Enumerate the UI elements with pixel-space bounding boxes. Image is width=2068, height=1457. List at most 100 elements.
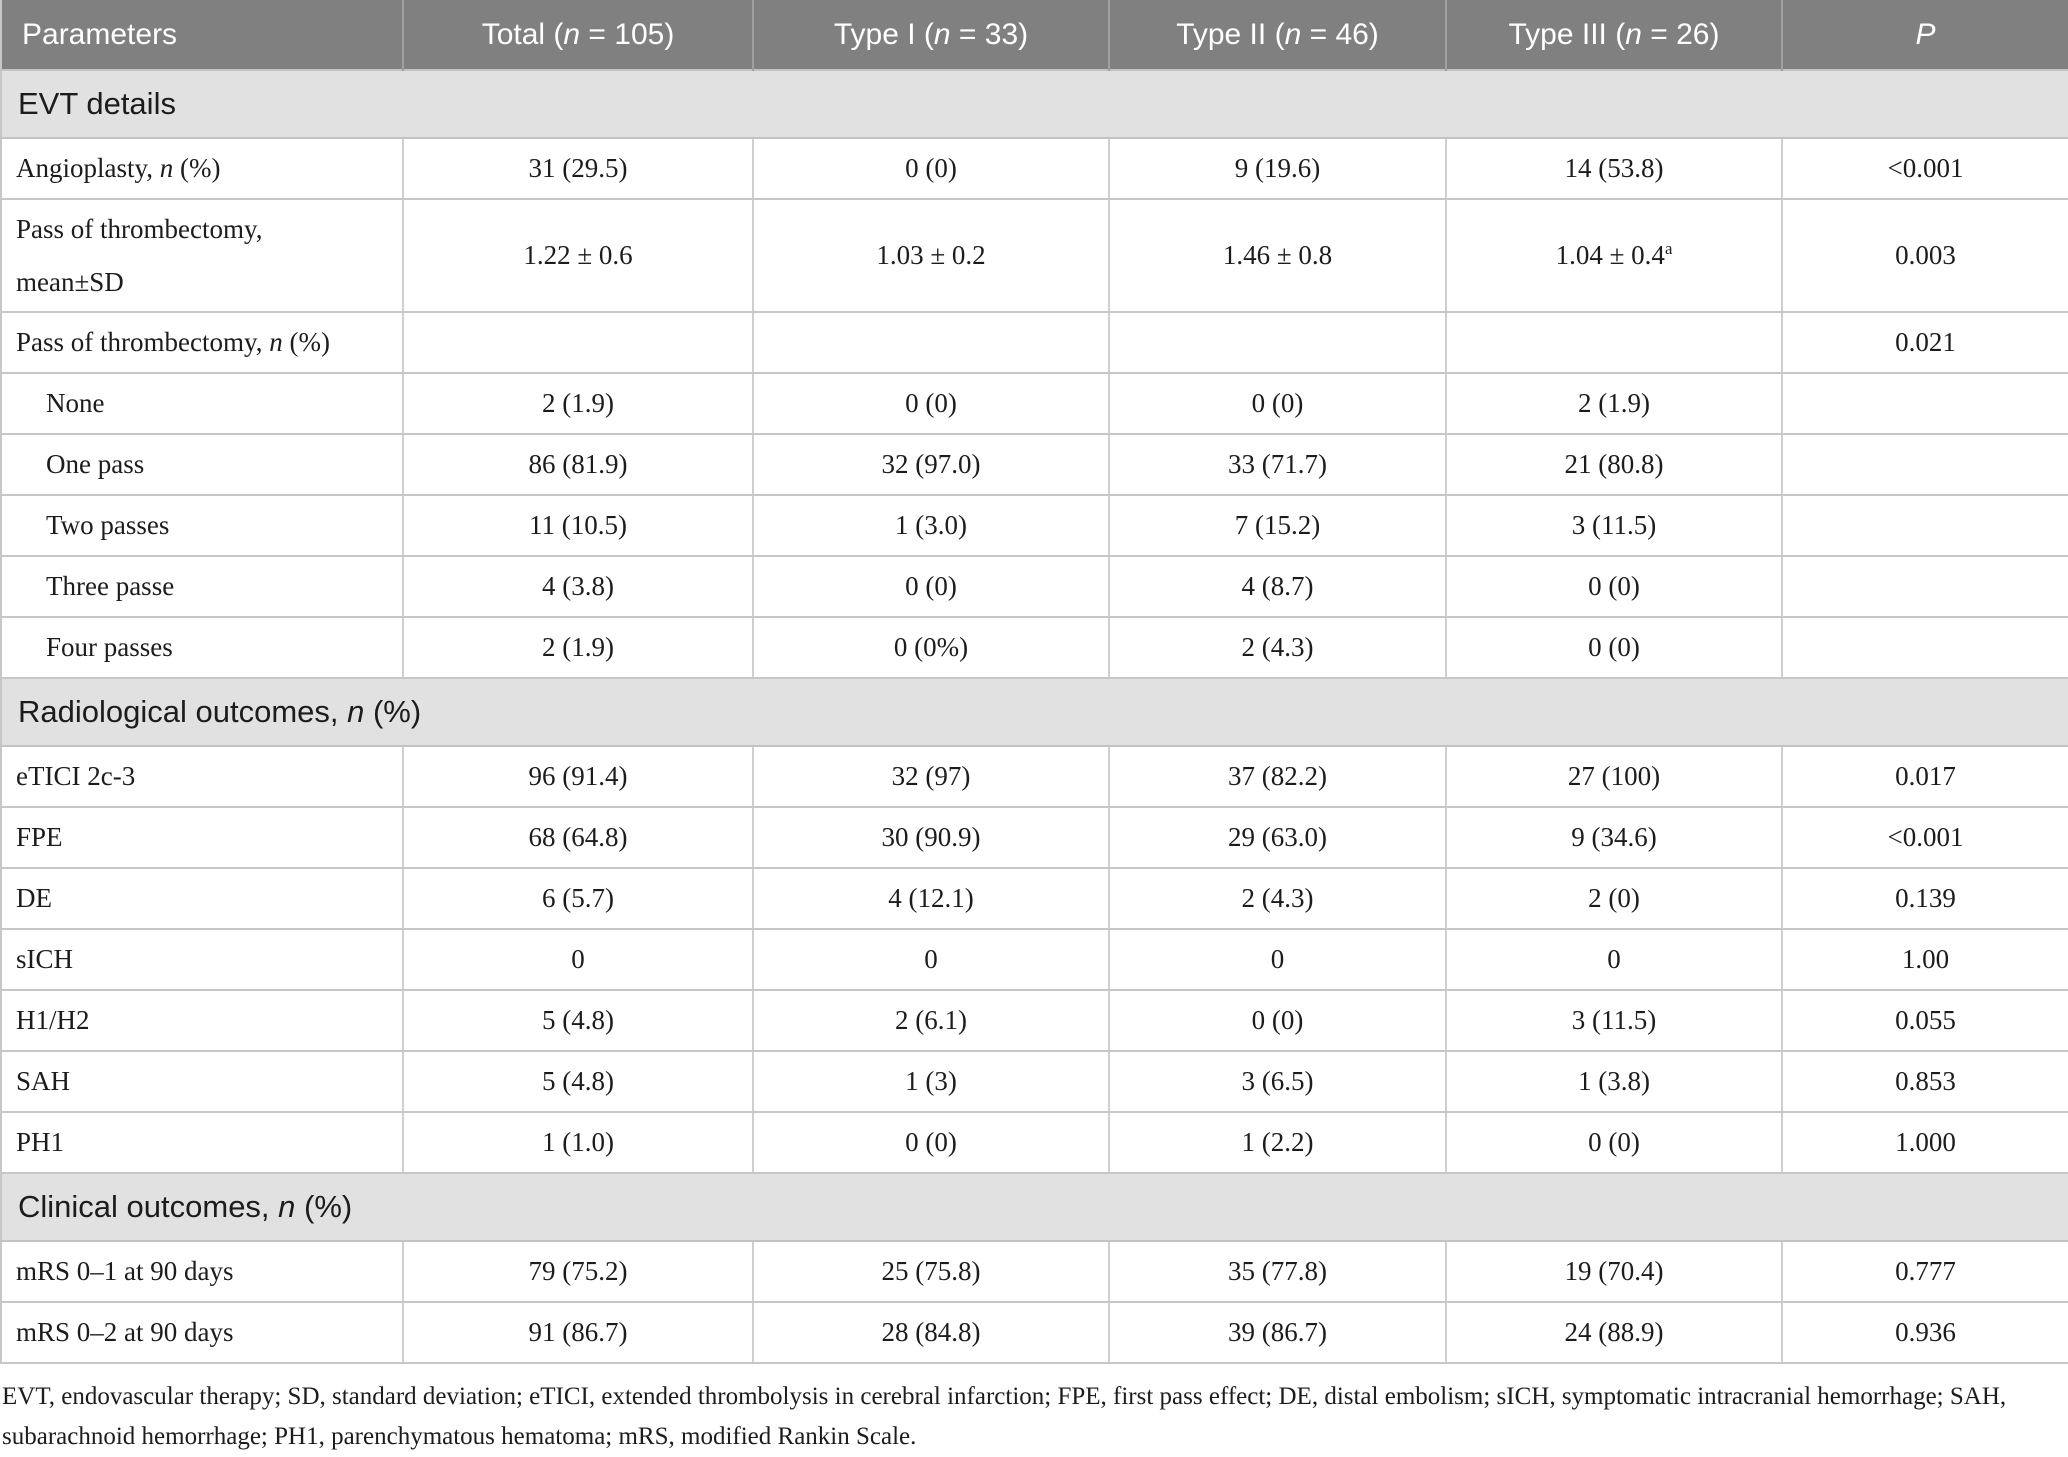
cell-type1: 28 (84.8) <box>753 1302 1110 1364</box>
table-row: Two passes 11 (10.5) 1 (3.0) 7 (15.2) 3 … <box>1 495 2068 557</box>
cell-type2: 37 (82.2) <box>1109 746 1447 808</box>
cell-type1: 1 (3) <box>753 1051 1110 1113</box>
row-label: eTICI 2c-3 <box>1 746 404 808</box>
cell-total: 2 (1.9) <box>403 373 754 435</box>
table-row: Angioplasty, n (%) 31 (29.5) 0 (0) 9 (19… <box>1 138 2068 200</box>
col-header-text: Parameters <box>22 17 178 51</box>
cell-type3: 14 (53.8) <box>1446 138 1783 200</box>
cell-total: 5 (4.8) <box>403 1051 754 1113</box>
cell-p <box>1782 373 2068 435</box>
cell-type3: 2 (0) <box>1446 868 1783 930</box>
cell-total: 79 (75.2) <box>403 1241 754 1303</box>
table-row: sICH 0 0 0 0 1.00 <box>1 929 2068 991</box>
cell-type3: 0 (0) <box>1446 556 1783 618</box>
cell-p: 0.936 <box>1782 1302 2068 1364</box>
cell-p <box>1782 617 2068 679</box>
cell-p: 0.853 <box>1782 1051 2068 1113</box>
cell-type2: 0 (0) <box>1109 373 1447 435</box>
cell-type1: 2 (6.1) <box>753 990 1110 1052</box>
cell-type2: 3 (6.5) <box>1109 1051 1447 1113</box>
section-row: Radiological outcomes, n (%) <box>1 677 2068 747</box>
footnote: EVT, endovascular therapy; SD, standard … <box>2 1383 2007 1450</box>
row-label: mRS 0–1 at 90 days <box>1 1241 404 1303</box>
cell-p <box>1782 556 2068 618</box>
col-header-type2: Type II (n = 46) <box>1109 0 1447 70</box>
row-label: sICH <box>1 929 404 991</box>
cell-p: 0.139 <box>1782 868 2068 930</box>
cell-total: 91 (86.7) <box>403 1302 754 1364</box>
cell-type3 <box>1446 312 1783 374</box>
section-row: EVT details <box>1 69 2068 139</box>
cell-p <box>1782 434 2068 496</box>
cell-type2: 2 (4.3) <box>1109 868 1447 930</box>
cell-type1: 4 (12.1) <box>753 868 1110 930</box>
col-header-type1: Type I (n = 33) <box>753 0 1110 70</box>
cell-type2: 2 (4.3) <box>1109 617 1447 679</box>
cell-type1: 0 (0) <box>753 556 1110 618</box>
cell-type1 <box>753 312 1110 374</box>
cell-total <box>403 312 754 374</box>
cell-type2: 4 (8.7) <box>1109 556 1447 618</box>
cell-type1: 0 (0) <box>753 373 1110 435</box>
row-label: Two passes <box>1 495 404 557</box>
cell-type2: 39 (86.7) <box>1109 1302 1447 1364</box>
cell-type2: 29 (63.0) <box>1109 807 1447 869</box>
cell-p: 1.00 <box>1782 929 2068 991</box>
cell-total: 2 (1.9) <box>403 617 754 679</box>
cell-type3: 27 (100) <box>1446 746 1783 808</box>
cell-total: 0 <box>403 929 754 991</box>
cell-type2: 7 (15.2) <box>1109 495 1447 557</box>
col-header-text: Type II ( <box>1176 17 1285 51</box>
section-title: Clinical outcomes, n (%) <box>1 1172 2068 1242</box>
row-label: One pass <box>1 434 404 496</box>
row-label: FPE <box>1 807 404 869</box>
section-title: Radiological outcomes, n (%) <box>1 677 2068 747</box>
section-row: Clinical outcomes, n (%) <box>1 1172 2068 1242</box>
cell-type1: 32 (97.0) <box>753 434 1110 496</box>
table-row: Pass of thrombectomy, n (%) 0.021 <box>1 312 2068 374</box>
cell-total: 11 (10.5) <box>403 495 754 557</box>
table-row: DE 6 (5.7) 4 (12.1) 2 (4.3) 2 (0) 0.139 <box>1 868 2068 930</box>
table-row: Pass of thrombectomy, mean±SD 1.22 ± 0.6 … <box>1 199 2068 313</box>
cell-type3: 19 (70.4) <box>1446 1241 1783 1303</box>
table-row: H1/H2 5 (4.8) 2 (6.1) 0 (0) 3 (11.5) 0.0… <box>1 990 2068 1052</box>
cell-type3: 0 (0) <box>1446 617 1783 679</box>
cell-total: 31 (29.5) <box>403 138 754 200</box>
row-label: Three passe <box>1 556 404 618</box>
cell-p <box>1782 495 2068 557</box>
table-row: FPE 68 (64.8) 30 (90.9) 29 (63.0) 9 (34.… <box>1 807 2068 869</box>
cell-total: 4 (3.8) <box>403 556 754 618</box>
table-header: Parameters Total (n = 105) Type I (n = 3… <box>1 0 2068 70</box>
row-label: DE <box>1 868 404 930</box>
table-row: Three passe 4 (3.8) 0 (0) 4 (8.7) 0 (0) <box>1 556 2068 618</box>
cell-type1: 0 (0) <box>753 1112 1110 1174</box>
cell-type1: 1.03 ± 0.2 <box>753 199 1110 313</box>
row-label: Pass of thrombectomy, mean±SD <box>1 199 404 313</box>
table-row: mRS 0–2 at 90 days 91 (86.7) 28 (84.8) 3… <box>1 1302 2068 1364</box>
cell-type2: 33 (71.7) <box>1109 434 1447 496</box>
cell-type3: 9 (34.6) <box>1446 807 1783 869</box>
cell-type1: 0 (0) <box>753 138 1110 200</box>
cell-type1: 30 (90.9) <box>753 807 1110 869</box>
col-header-p: P <box>1782 0 2068 70</box>
cell-total: 96 (91.4) <box>403 746 754 808</box>
cell-p: 1.000 <box>1782 1112 2068 1174</box>
col-header-text: Type I ( <box>833 17 934 51</box>
table-row: mRS 0–1 at 90 days 79 (75.2) 25 (75.8) 3… <box>1 1241 2068 1303</box>
row-label: None <box>1 373 404 435</box>
cell-total: 1 (1.0) <box>403 1112 754 1174</box>
cell-type1: 0 (0%) <box>753 617 1110 679</box>
row-label: SAH <box>1 1051 404 1113</box>
outcomes-table: Parameters Total (n = 105) Type I (n = 3… <box>0 0 2068 1364</box>
cell-total: 5 (4.8) <box>403 990 754 1052</box>
col-header-type3: Type III (n = 26) <box>1446 0 1783 70</box>
cell-type2: 9 (19.6) <box>1109 138 1447 200</box>
cell-p: <0.001 <box>1782 138 2068 200</box>
table-row: Four passes 2 (1.9) 0 (0%) 2 (4.3) 0 (0) <box>1 617 2068 679</box>
table-row: PH1 1 (1.0) 0 (0) 1 (2.2) 0 (0) 1.000 <box>1 1112 2068 1174</box>
cell-total: 1.22 ± 0.6 <box>403 199 754 313</box>
row-label: H1/H2 <box>1 990 404 1052</box>
cell-type3: 24 (88.9) <box>1446 1302 1783 1364</box>
table-row: None 2 (1.9) 0 (0) 0 (0) 2 (1.9) <box>1 373 2068 435</box>
cell-type2: 1.46 ± 0.8 <box>1109 199 1447 313</box>
